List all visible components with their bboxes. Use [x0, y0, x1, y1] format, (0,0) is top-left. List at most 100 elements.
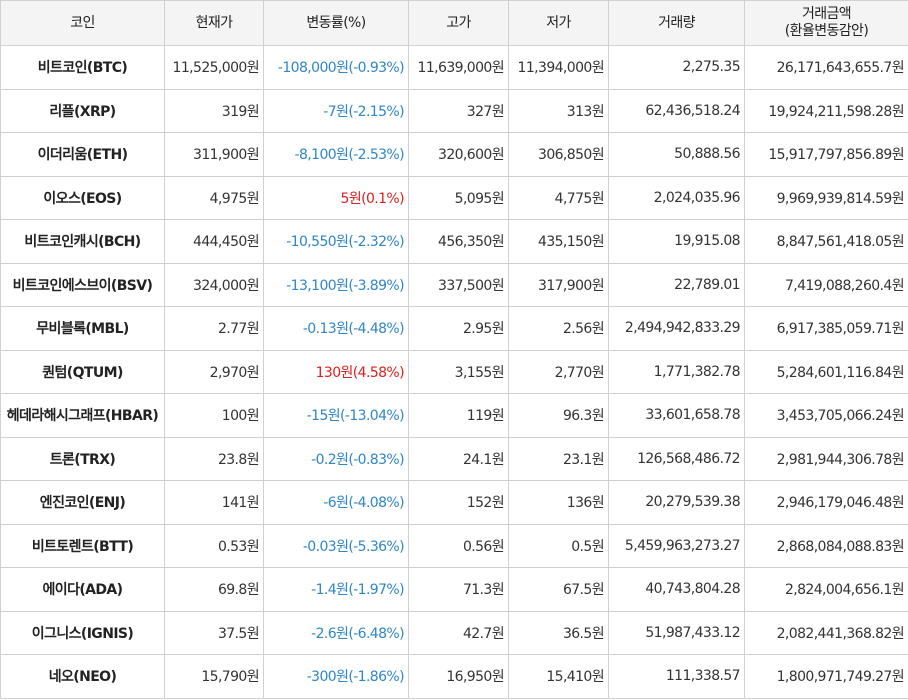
header-amount-line1: 거래금액 [801, 6, 852, 22]
trade-volume: 5,459,963,273.27 [608, 523, 745, 568]
coin-name: 비트코인캐시(BCH) [0, 219, 165, 264]
low-price: 306,850원 [508, 132, 609, 177]
trade-amount: 15,917,797,856.89원 [744, 132, 908, 177]
current-price: 324,000원 [164, 262, 264, 307]
current-price: 319원 [164, 88, 264, 133]
coin-name: 이더리움(ETH) [0, 132, 165, 177]
header-volume: 거래량 [608, 0, 745, 46]
coin-name: 이그니스(IGNIS) [0, 610, 165, 655]
high-price: 320,600원 [408, 132, 509, 177]
trade-amount: 19,924,211,598.28원 [744, 88, 908, 133]
table-row: 트론(TRX) 23.8원 -0.2원(-0.83%) 24.1원 23.1원 126,5… [0, 436, 908, 481]
current-price: 2,970원 [164, 349, 264, 394]
trade-volume: 111,338.57 [608, 654, 745, 699]
table-row: 퀀텀(QTUM) 2,970원 130원(4.58%) 3,155원 2,770원 1,7… [0, 349, 908, 394]
header-amount: 거래금액 (환율변동감안) [744, 0, 908, 46]
current-price: 11,525,000원 [164, 45, 264, 90]
low-price: 11,394,000원 [508, 45, 609, 90]
high-price: 71.3원 [408, 567, 509, 612]
current-price: 444,450원 [164, 219, 264, 264]
low-price: 317,900원 [508, 262, 609, 307]
high-price: 152원 [408, 480, 509, 525]
coin-name: 퀀텀(QTUM) [0, 349, 165, 394]
trade-volume: 2,275.35 [608, 45, 745, 90]
high-price: 2.95원 [408, 306, 509, 351]
low-price: 2.56원 [508, 306, 609, 351]
table-row: 비트코인(BTC) 11,525,000원 -108,000원(-0.93%) 11,… [0, 45, 908, 90]
high-price: 3,155원 [408, 349, 509, 394]
table-row: 네오(NEO) 15,790원 -300원(-1.86%) 16,950원 15,410… [0, 654, 908, 699]
low-price: 67.5원 [508, 567, 609, 612]
header-coin: 코인 [0, 0, 165, 46]
low-price: 23.1원 [508, 436, 609, 481]
low-price: 0.5원 [508, 523, 609, 568]
table-row: 무비블록(MBL) 2.77원 -0.13원(-4.48%) 2.95원 2.56원 2,… [0, 306, 908, 351]
change-rate: -10,550원(-2.32%) [263, 219, 409, 264]
change-rate: -13,100원(-3.89%) [263, 262, 409, 307]
header-amount-line2: (환율변동감안) [784, 23, 869, 39]
high-price: 11,639,000원 [408, 45, 509, 90]
trade-amount: 2,981,944,306.78원 [744, 436, 908, 481]
table-row: 비트코인에스브이(BSV) 324,000원 -13,100원(-3.89%) 337… [0, 262, 908, 307]
high-price: 327원 [408, 88, 509, 133]
change-rate: 130원(4.58%) [263, 349, 409, 394]
trade-amount: 1,800,971,749.27원 [744, 654, 908, 699]
coin-name: 에이다(ADA) [0, 567, 165, 612]
table-row: 엔진코인(ENJ) 141원 -6원(-4.08%) 152원 136원 20,279,5… [0, 480, 908, 525]
change-rate: -0.03원(-5.36%) [263, 523, 409, 568]
coin-name: 이오스(EOS) [0, 175, 165, 220]
change-rate: -0.2원(-0.83%) [263, 436, 409, 481]
high-price: 337,500원 [408, 262, 509, 307]
table-row: 이더리움(ETH) 311,900원 -8,100원(-2.53%) 320,600원… [0, 132, 908, 177]
current-price: 0.53원 [164, 523, 264, 568]
trade-amount: 7,419,088,260.4원 [744, 262, 908, 307]
trade-volume: 1,771,382.78 [608, 349, 745, 394]
current-price: 2.77원 [164, 306, 264, 351]
low-price: 435,150원 [508, 219, 609, 264]
trade-amount: 2,824,004,656.1원 [744, 567, 908, 612]
current-price: 69.8원 [164, 567, 264, 612]
trade-volume: 62,436,518.24 [608, 88, 745, 133]
high-price: 0.56원 [408, 523, 509, 568]
coin-name: 비트코인에스브이(BSV) [0, 262, 165, 307]
table-row: 에이다(ADA) 69.8원 -1.4원(-1.97%) 71.3원 67.5원 40,7… [0, 567, 908, 612]
change-rate: -1.4원(-1.97%) [263, 567, 409, 612]
low-price: 36.5원 [508, 610, 609, 655]
trade-volume: 19,915.08 [608, 219, 745, 264]
change-rate: -15원(-13.04%) [263, 393, 409, 438]
table-row: 헤데라해시그래프(HBAR) 100원 -15원(-13.04%) 119원 96.3원… [0, 393, 908, 438]
high-price: 119원 [408, 393, 509, 438]
coin-name: 엔진코인(ENJ) [0, 480, 165, 525]
high-price: 5,095원 [408, 175, 509, 220]
low-price: 313원 [508, 88, 609, 133]
trade-amount: 5,284,601,116.84원 [744, 349, 908, 394]
change-rate: 5원(0.1%) [263, 175, 409, 220]
current-price: 311,900원 [164, 132, 264, 177]
low-price: 96.3원 [508, 393, 609, 438]
trade-volume: 20,279,539.38 [608, 480, 745, 525]
low-price: 2,770원 [508, 349, 609, 394]
table-row: 비트토렌트(BTT) 0.53원 -0.03원(-5.36%) 0.56원 0.5원 5,… [0, 523, 908, 568]
high-price: 42.7원 [408, 610, 509, 655]
trade-volume: 40,743,804.28 [608, 567, 745, 612]
change-rate: -0.13원(-4.48%) [263, 306, 409, 351]
current-price: 37.5원 [164, 610, 264, 655]
change-rate: -7원(-2.15%) [263, 88, 409, 133]
trade-amount: 3,453,705,066.24원 [744, 393, 908, 438]
coin-name: 무비블록(MBL) [0, 306, 165, 351]
change-rate: -6원(-4.08%) [263, 480, 409, 525]
coin-name: 리플(XRP) [0, 88, 165, 133]
coin-name: 비트토렌트(BTT) [0, 523, 165, 568]
table-header-row: 코인 현재가 변동률(%) 고가 저가 거래량 거래금액 (환율변동감안) [0, 0, 908, 46]
low-price: 15,410원 [508, 654, 609, 699]
trade-volume: 2,494,942,833.29 [608, 306, 745, 351]
table-row: 이그니스(IGNIS) 37.5원 -2.6원(-6.48%) 42.7원 36.5원 5… [0, 610, 908, 655]
trade-volume: 2,024,035.96 [608, 175, 745, 220]
trade-volume: 22,789.01 [608, 262, 745, 307]
trade-amount: 6,917,385,059.71원 [744, 306, 908, 351]
change-rate: -2.6원(-6.48%) [263, 610, 409, 655]
low-price: 4,775원 [508, 175, 609, 220]
table-row: 이오스(EOS) 4,975원 5원(0.1%) 5,095원 4,775원 2,024,… [0, 175, 908, 220]
table-row: 리플(XRP) 319원 -7원(-2.15%) 327원 313원 62,436,518… [0, 88, 908, 133]
